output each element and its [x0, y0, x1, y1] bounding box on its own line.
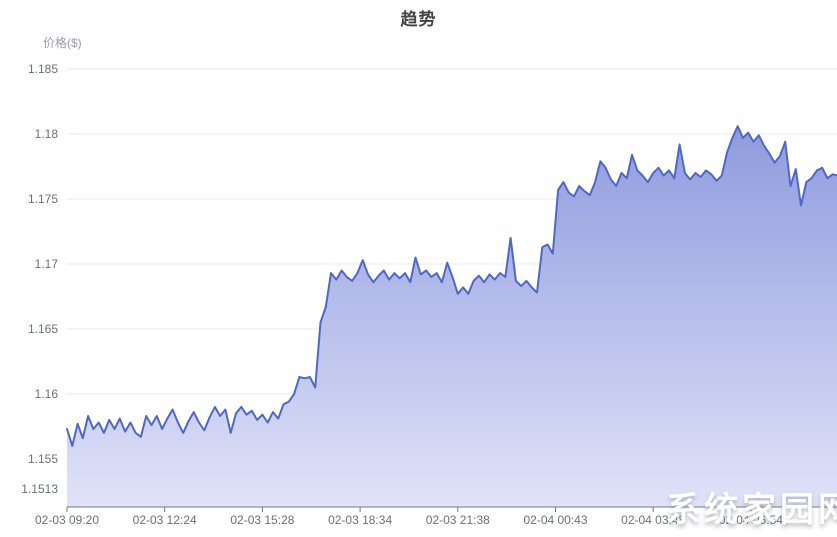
- x-axis-label: 02-03 18:34: [328, 513, 392, 527]
- x-axis-label: 02-04 06:54: [719, 513, 783, 527]
- axis-labels: 1.185 1.18 1.175 1.17 1.165 1.16 1.155 1.1513 02…: [21, 62, 783, 527]
- price-series: [66, 125, 837, 507]
- y-axis-label: 1.18: [35, 127, 59, 141]
- y-axis-name: 价格($): [43, 36, 82, 50]
- area-fill: [67, 126, 837, 507]
- y-axis-label: 1.185: [28, 62, 58, 76]
- x-axis-label: 02-03 12:24: [133, 513, 197, 527]
- y-axis-label: 1.16: [35, 387, 59, 401]
- x-axis-label: 02-03 09:20: [35, 513, 99, 527]
- y-axis-label: 1.155: [28, 452, 58, 466]
- y-axis-label: 1.1513: [21, 482, 58, 496]
- y-axis-label: 1.165: [28, 322, 58, 336]
- axes: [66, 506, 837, 512]
- x-axis-label: 02-03 15:28: [230, 513, 294, 527]
- y-axis-label: 1.175: [28, 192, 58, 206]
- x-axis-label: 02-04 00:43: [523, 513, 587, 527]
- x-axis-label: 02-04 03:48: [621, 513, 685, 527]
- y-axis-label: 1.17: [35, 257, 59, 271]
- x-axis-label: 02-03 21:38: [426, 513, 490, 527]
- chart-title: 趋势: [400, 10, 437, 29]
- price-line: [66, 125, 837, 447]
